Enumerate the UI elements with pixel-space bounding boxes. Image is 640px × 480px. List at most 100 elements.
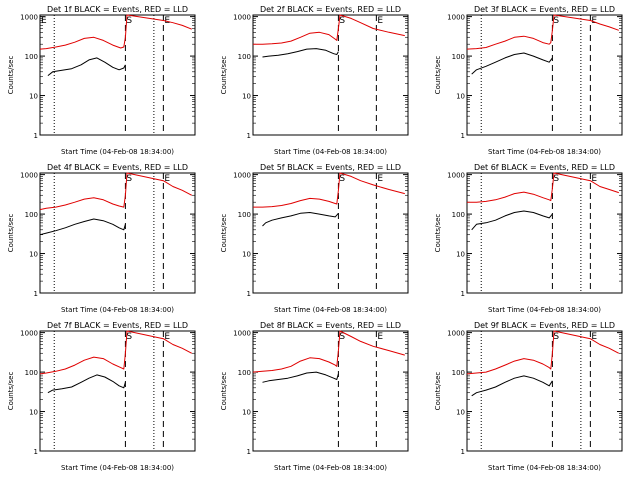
panel-title: Det 8f BLACK = Events, RED = LLD: [260, 321, 401, 330]
lld-series-line: [253, 14, 405, 45]
time-marker-label: E: [377, 16, 383, 26]
y-tick-label: 1000: [447, 14, 465, 22]
plot-frame: [466, 14, 623, 136]
y-tick-label: 1000: [20, 14, 38, 22]
y-tick-label: 1: [34, 448, 38, 456]
detector-panel-5: Det 5f BLACK = Events, RED = LLD 1 10 100 10…: [220, 163, 409, 314]
plot-frame: [252, 330, 409, 452]
panel-title: Det 7f BLACK = Events, RED = LLD: [47, 321, 188, 330]
y-tick-label: 1: [461, 132, 465, 140]
lld-series-line: [253, 172, 405, 208]
events-series-line: [39, 218, 126, 236]
y-axis-label: Counts/sec: [7, 214, 15, 253]
x-axis-label: Start Time (04-Feb-08 18:34:00): [488, 464, 601, 472]
x-axis-label: Start Time (04-Feb-08 18:34:00): [488, 306, 601, 314]
time-marker-label: S: [126, 332, 132, 342]
time-marker-label: S: [339, 174, 345, 184]
y-axis-label: Counts/sec: [7, 56, 15, 95]
events-series-line: [471, 375, 553, 397]
y-axis-label: Counts/sec: [434, 214, 442, 253]
lld-series-line: [39, 172, 193, 211]
x-axis-label: Start Time (04-Feb-08 18:34:00): [274, 306, 387, 314]
y-tick-label: 1000: [20, 330, 38, 338]
lld-series-line: [39, 14, 192, 50]
y-tick-label: 1000: [447, 330, 465, 338]
lld-series-line: [466, 330, 620, 375]
y-tick-label: 100: [238, 369, 251, 377]
y-tick-label: 10: [456, 93, 465, 101]
detector-panel-8: Det 8f BLACK = Events, RED = LLD 1 10 100 10…: [220, 321, 409, 472]
time-marker-label: E: [164, 174, 170, 184]
y-axis-label: Counts/sec: [220, 372, 228, 411]
time-marker-label: S: [126, 16, 132, 26]
time-marker-label: S: [553, 174, 559, 184]
y-tick-label: 1000: [233, 14, 251, 22]
detector-panel-9: Det 9f BLACK = Events, RED = LLD 1 10 100 10…: [434, 321, 623, 472]
y-tick-label: 10: [242, 251, 251, 259]
plot-frame: [39, 14, 196, 136]
time-marker-label: E: [591, 174, 597, 184]
y-tick-label: 100: [25, 369, 38, 377]
time-marker-label: E: [377, 174, 383, 184]
events-series-line: [47, 57, 126, 76]
panel-title: Det 2f BLACK = Events, RED = LLD: [260, 5, 401, 14]
panel-title: Det 3f BLACK = Events, RED = LLD: [474, 5, 615, 14]
panel-title: Det 5f BLACK = Events, RED = LLD: [260, 163, 401, 172]
plot-frame: [466, 330, 623, 452]
y-axis-label: Counts/sec: [434, 372, 442, 411]
x-axis-label: Start Time (04-Feb-08 18:34:00): [61, 464, 174, 472]
time-marker-label: S: [553, 16, 559, 26]
events-series-line: [47, 374, 126, 394]
detector-panel-1: Det 1f BLACK = Events, RED = LLD 1 10 100 10…: [7, 5, 196, 156]
x-axis-label: Start Time (04-Feb-08 18:34:00): [61, 306, 174, 314]
lld-series-line: [467, 172, 619, 203]
y-tick-label: 1: [34, 132, 38, 140]
time-marker-label: S: [553, 332, 559, 342]
y-tick-label: 10: [29, 251, 38, 259]
time-marker-label: S: [339, 16, 345, 26]
plot-frame: [39, 172, 196, 294]
y-tick-label: 1: [247, 132, 251, 140]
y-tick-label: 100: [238, 211, 251, 219]
x-axis-label: Start Time (04-Feb-08 18:34:00): [488, 148, 601, 156]
detector-panel-2: Det 2f BLACK = Events, RED = LLD 1 10 100 10…: [220, 5, 409, 156]
y-tick-label: 100: [25, 53, 38, 61]
y-tick-label: 1000: [20, 172, 38, 180]
y-tick-label: 1: [247, 448, 251, 456]
panel-title: Det 6f BLACK = Events, RED = LLD: [474, 163, 615, 172]
detector-panel-6: Det 6f BLACK = Events, RED = LLD 1 10 100 10…: [434, 163, 623, 314]
y-tick-label: 100: [238, 53, 251, 61]
y-tick-label: 1: [461, 448, 465, 456]
y-tick-label: 1: [461, 290, 465, 298]
plot-frame: [466, 172, 623, 294]
time-marker-label: E: [41, 16, 47, 26]
y-tick-label: 1000: [447, 172, 465, 180]
events-series-line: [262, 48, 339, 58]
x-axis-label: Start Time (04-Feb-08 18:34:00): [61, 148, 174, 156]
panel-title: Det 9f BLACK = Events, RED = LLD: [474, 321, 615, 330]
y-tick-label: 1: [34, 290, 38, 298]
plot-frame: [252, 172, 409, 294]
lld-series-line: [252, 330, 405, 373]
time-marker-label: E: [164, 332, 170, 342]
y-axis-label: Counts/sec: [220, 56, 228, 95]
detector-panel-7: Det 7f BLACK = Events, RED = LLD 1 10 100 10…: [7, 321, 196, 472]
y-tick-label: 10: [456, 251, 465, 259]
detector-panel-4: Det 4f BLACK = Events, RED = LLD 1 10 100 10…: [7, 163, 196, 314]
y-tick-label: 1000: [233, 330, 251, 338]
lld-series-line: [466, 14, 619, 50]
events-series-line: [262, 212, 339, 227]
y-tick-label: 10: [29, 93, 38, 101]
detector-panel-3: Det 3f BLACK = Events, RED = LLD 1 10 100 10…: [434, 5, 623, 156]
events-series-line: [471, 210, 553, 231]
y-tick-label: 10: [242, 93, 251, 101]
time-marker-label: E: [377, 332, 383, 342]
panel-title: Det 1f BLACK = Events, RED = LLD: [47, 5, 188, 14]
y-tick-label: 10: [242, 409, 251, 417]
plot-frame: [39, 330, 196, 452]
plot-frame: [252, 14, 409, 136]
y-tick-label: 10: [456, 409, 465, 417]
x-axis-label: Start Time (04-Feb-08 18:34:00): [274, 464, 387, 472]
lld-series-line: [39, 330, 193, 375]
